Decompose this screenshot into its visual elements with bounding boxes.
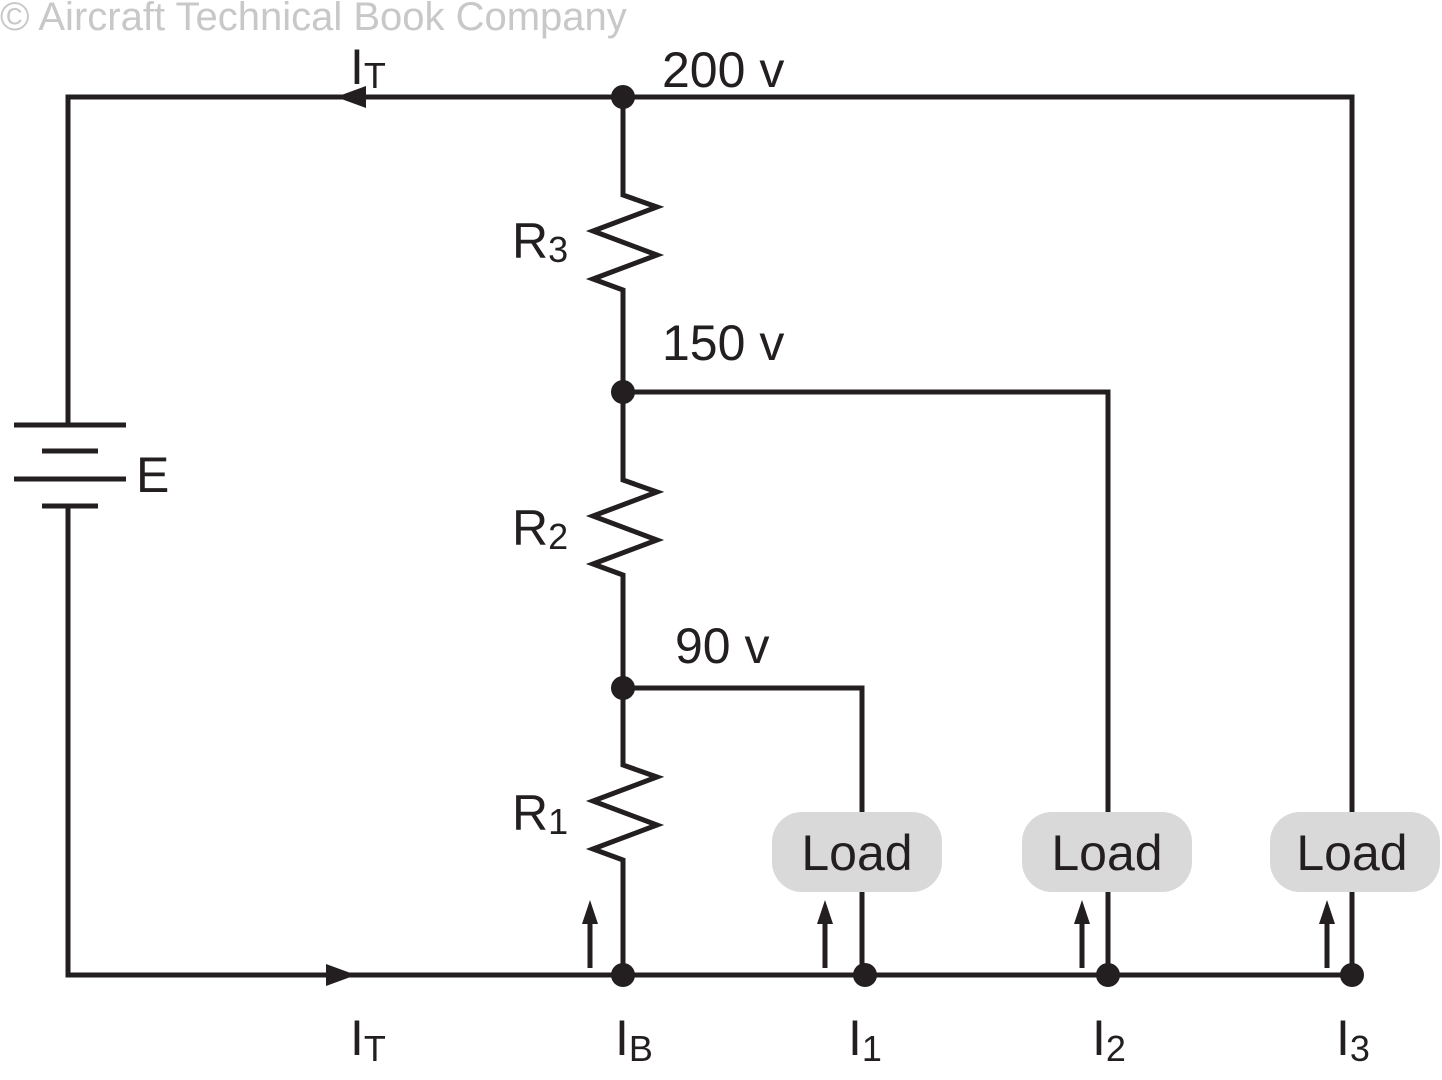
node-i3: [1340, 963, 1364, 987]
current-it-bottom-label: IT: [350, 1010, 386, 1069]
battery-label: E: [136, 447, 169, 503]
voltage-90: 90 v: [675, 618, 770, 674]
current-ib-label: IB: [615, 1010, 653, 1069]
voltage-150: 150 v: [662, 315, 784, 371]
resistor-r3-label: R3: [512, 213, 568, 270]
node-90v: [611, 676, 635, 700]
current-i3-label: I3: [1336, 1010, 1370, 1069]
watermark: © Aircraft Technical Book Company: [0, 0, 627, 39]
load-label: Load: [801, 825, 912, 881]
load-1: Load: [772, 812, 942, 892]
current-i1-label: I1: [848, 1010, 882, 1069]
load-3: Load: [1270, 812, 1440, 892]
voltage-200: 200 v: [662, 42, 784, 98]
load-label: Load: [1296, 825, 1407, 881]
resistor-r1-label: R1: [512, 785, 568, 842]
current-i2-label: I2: [1092, 1010, 1126, 1069]
wires: [65, 94, 1355, 978]
top-wire: [65, 94, 1355, 812]
resistor-r2-label: R2: [512, 500, 568, 557]
branch-150v-wire: [623, 389, 1111, 812]
node-i1: [853, 963, 877, 987]
arrow-left-icon: [336, 86, 366, 108]
arrow-up-icon: [817, 900, 833, 968]
arrow-up-icon: [1074, 900, 1090, 968]
current-it-top-label: IT: [350, 39, 386, 96]
node-bleeder: [611, 963, 635, 987]
battery-icon: [14, 422, 126, 509]
node-200v: [611, 85, 635, 109]
bottom-wire: [65, 506, 1352, 978]
branch-90v-wire: [623, 685, 865, 812]
up-arrows: [582, 900, 1335, 968]
arrow-up-icon: [582, 900, 598, 968]
arrow-up-icon: [1319, 900, 1335, 968]
divider-column: [585, 97, 665, 975]
arrow-right-icon: [326, 964, 356, 986]
junction-nodes: [611, 85, 1364, 987]
load-2: Load: [1022, 812, 1192, 892]
node-i2: [1096, 963, 1120, 987]
node-150v: [611, 380, 635, 404]
load-label: Load: [1051, 825, 1162, 881]
